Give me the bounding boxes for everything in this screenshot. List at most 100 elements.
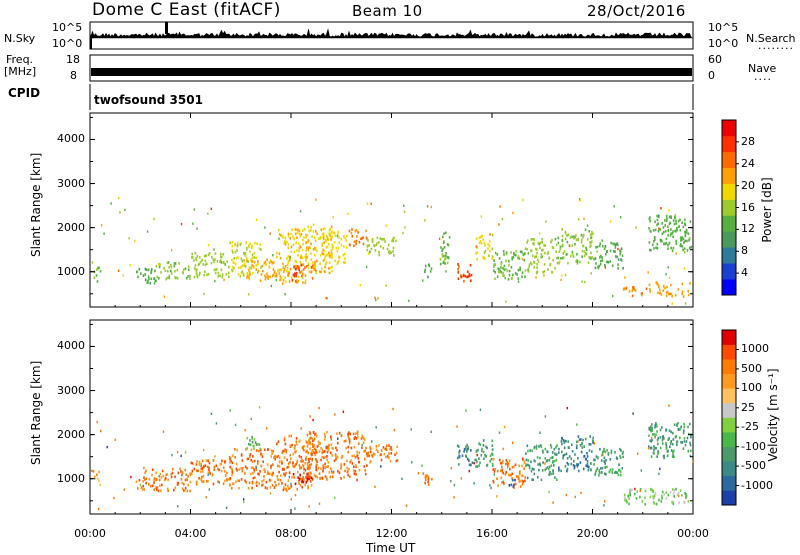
velocity-echo-3 <box>254 476 256 479</box>
velocity-echo-7 <box>353 472 356 476</box>
power-echo-16 <box>508 273 511 277</box>
velocity-echo-12 <box>509 467 511 471</box>
velocity-echo-3 <box>231 473 233 477</box>
velocity-echo-8 <box>377 450 379 453</box>
power-echo-9 <box>322 227 325 231</box>
velocity-echo-5 <box>296 488 299 491</box>
velocity-echo-6 <box>309 480 312 483</box>
velocity-echo-14 <box>548 465 551 469</box>
velocity-echo-3 <box>234 456 236 459</box>
velocity-echo-5 <box>294 444 296 447</box>
velocity-echo-6 <box>292 473 295 476</box>
freq-tick-bottom: 8 <box>70 69 77 82</box>
power-echo-9 <box>331 235 333 238</box>
power-echo-9 <box>343 235 345 238</box>
velocity-echo-3 <box>253 470 256 473</box>
power-cbar-tick-0: 28 <box>741 134 755 148</box>
power-echo-18 <box>576 252 578 256</box>
power-echo-3 <box>217 271 220 275</box>
power-echo-6 <box>281 234 284 238</box>
velocity-echo-7 <box>365 452 368 455</box>
velocity-echo-3 <box>263 448 266 452</box>
power-echo-9 <box>343 245 345 248</box>
power-echo-6 <box>302 239 304 242</box>
power-echo-15 <box>476 246 478 249</box>
velocity-echo-3 <box>250 448 253 452</box>
power-echo-16 <box>510 266 513 269</box>
power-echo-18 <box>575 234 577 237</box>
velocity-echo-3 <box>230 467 233 471</box>
power-echo-11 <box>388 250 391 253</box>
velocity-echo-18 <box>683 429 685 432</box>
velocity-echo-16 <box>594 471 597 474</box>
power-echo-17 <box>544 251 546 255</box>
power-echo-18 <box>557 256 560 260</box>
velocity-echo-18 <box>687 449 690 453</box>
velocity-echo-18 <box>687 425 689 429</box>
power-echo-7 <box>298 268 300 272</box>
velocity-echo-3 <box>238 479 240 483</box>
velocity-echo-7 <box>326 455 328 458</box>
power-echo-21 <box>658 285 660 289</box>
power-echo-15 <box>483 251 486 254</box>
velocity-xtick-1: 04:00 <box>174 527 207 540</box>
velocity-echo-7 <box>328 443 330 447</box>
power-echo-18 <box>564 237 567 241</box>
velocity-echo-7 <box>345 446 347 450</box>
power-echo-4 <box>237 256 239 259</box>
power-echo-14 <box>457 263 459 266</box>
velocity-echo-7 <box>321 476 323 480</box>
power-echo-16 <box>516 256 519 260</box>
power-echo-10 <box>365 229 367 233</box>
velocity-echo-3 <box>256 462 259 465</box>
power-echo-14 <box>463 279 465 283</box>
velocity-echo-1 <box>183 489 185 492</box>
velocity-echo-0 <box>94 477 97 480</box>
power-echo-4 <box>258 247 261 250</box>
velocity-echo-9 <box>425 475 428 478</box>
power-echo-4 <box>244 265 247 268</box>
power-echo-22 <box>681 221 683 224</box>
velocity-echo-3 <box>240 478 243 481</box>
velocity-echo-10 <box>461 454 464 457</box>
velocity-echo-12 <box>505 462 507 466</box>
power-echo-8 <box>324 270 326 273</box>
velocity-echo-4 <box>246 436 249 440</box>
velocity-echo-12 <box>492 468 494 471</box>
velocity-echo-2 <box>201 467 203 470</box>
power-echo-22 <box>666 217 668 220</box>
power-echo-16 <box>508 259 510 263</box>
velocity-echo-3 <box>240 453 243 456</box>
velocity-echo-12 <box>523 467 525 470</box>
velocity-echo-8 <box>394 453 396 456</box>
velocity-echo-2 <box>226 479 228 482</box>
power-echo-9 <box>332 231 335 235</box>
velocity-echo-16 <box>619 470 622 473</box>
velocity-echo-3 <box>252 472 254 475</box>
velocity-echo-15 <box>591 450 593 453</box>
power-echo-22 <box>664 230 667 233</box>
power-echo-17 <box>555 243 558 247</box>
power-echo-18 <box>566 240 569 244</box>
power-echo-9 <box>329 227 331 231</box>
power-echo-3 <box>193 275 196 279</box>
power-echo-6 <box>293 237 295 241</box>
velocity-echo-18 <box>677 428 680 431</box>
velocity-echo-16 <box>609 458 612 461</box>
power-echo-15 <box>487 243 489 246</box>
power-echo-17 <box>526 241 528 244</box>
velocity-xtick-4: 16:00 <box>476 527 508 540</box>
velocity-echo-16 <box>604 462 606 465</box>
velocity-echo-6 <box>308 477 310 480</box>
velocity-echo-16 <box>604 450 607 454</box>
power-echo-22 <box>676 227 678 231</box>
power-echo-6 <box>282 236 284 239</box>
velocity-echo-12 <box>515 475 518 478</box>
power-echo-3 <box>196 274 198 278</box>
power-echo-9 <box>337 260 340 263</box>
power-ytick-2: 3000 <box>57 176 85 190</box>
power-echo-18 <box>570 254 572 258</box>
velocity-echo-5 <box>296 443 298 446</box>
power-echo-1 <box>147 268 150 271</box>
power-echo-19 <box>606 250 608 253</box>
